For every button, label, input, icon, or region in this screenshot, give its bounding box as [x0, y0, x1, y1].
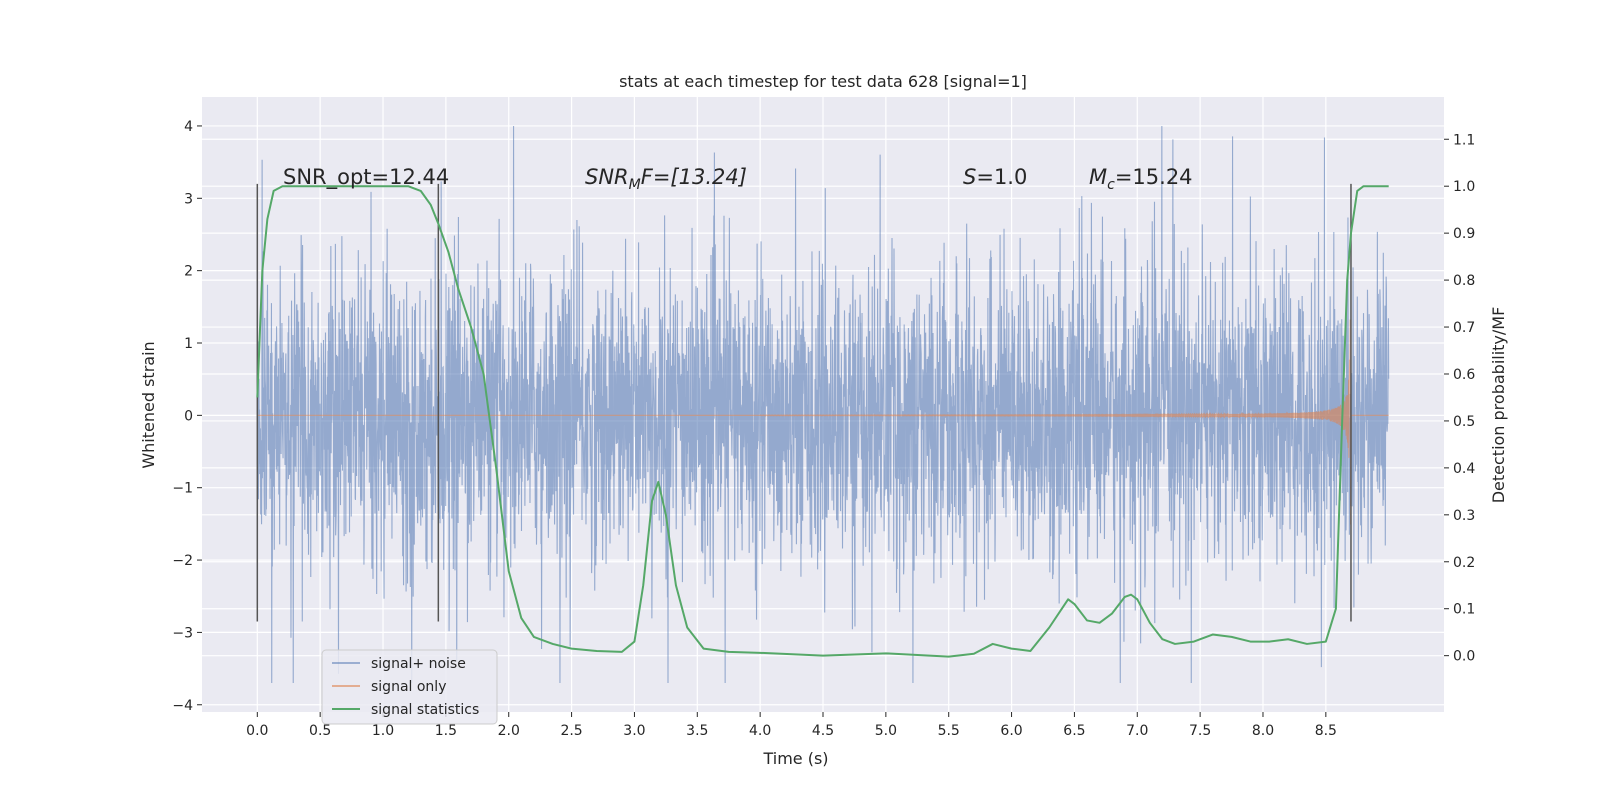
y2-tick-label: 0.5 — [1453, 414, 1475, 430]
x-tick-label: 4.0 — [749, 723, 771, 739]
y-tick-label: −1 — [172, 481, 193, 497]
x-tick-label: 1.0 — [372, 723, 394, 739]
vertical-markers — [256, 183, 1352, 622]
y-tick-label: 2 — [184, 264, 193, 280]
x-tick-label: 6.5 — [1063, 723, 1085, 739]
y-tick-label: 4 — [184, 119, 193, 135]
y2-tick-label: 0.8 — [1453, 273, 1475, 289]
x-tick-label: 5.5 — [938, 723, 960, 739]
legend-label-signal-only: signal only — [371, 679, 446, 695]
legend-box — [321, 649, 498, 725]
x-tick-label: 0.0 — [246, 723, 268, 739]
y-tick-label: 3 — [184, 191, 193, 207]
y-tick-label: −4 — [172, 698, 193, 714]
x-tick-label: 3.5 — [686, 723, 708, 739]
x-tick-label: 6.0 — [1000, 723, 1022, 739]
plot-content — [256, 125, 1390, 684]
y2-tick-label: 0.2 — [1453, 555, 1475, 571]
x-tick-label: 2.0 — [498, 723, 520, 739]
annotation-s-rest: =1.0 — [976, 165, 1027, 189]
chart-title: stats at each timestep for test data 628… — [619, 72, 1027, 91]
annotation-s: S=1.0 — [963, 165, 1027, 189]
x-tick-label: 0.5 — [309, 723, 331, 739]
x-axis-label: Time (s) — [762, 749, 828, 768]
legend: signal+ noise signal only signal statist… — [321, 649, 498, 725]
annotation-mc-rest: =15.24 — [1115, 165, 1193, 189]
y-tick-label: −2 — [172, 553, 193, 569]
noise-line — [256, 125, 1390, 684]
annotation-mc: Mc=15.24 — [1089, 165, 1193, 193]
y-tick-label: −3 — [172, 625, 193, 641]
y2-tick-label: 0.3 — [1453, 508, 1475, 524]
x-tick-label: 7.5 — [1189, 723, 1211, 739]
y2-tick-label: 0.9 — [1453, 226, 1475, 242]
x-tick-label: 2.5 — [560, 723, 582, 739]
annotation-mc-sub: c — [1107, 177, 1115, 193]
x-tick-label: 8.5 — [1315, 723, 1337, 739]
legend-label-signal-noise: signal+ noise — [371, 656, 466, 672]
annotation-s-base: S — [963, 165, 976, 189]
series-signal-noise — [256, 125, 1390, 684]
annotation-snr-mf-sub: M — [629, 177, 641, 193]
x-tick-label: 5.0 — [875, 723, 897, 739]
x-tick-label: 8.0 — [1252, 723, 1274, 739]
annotation-mc-base: M — [1089, 165, 1107, 189]
annotation-snr-mf-base: SNR — [585, 165, 629, 189]
y2-tick-label: 0.7 — [1453, 320, 1475, 336]
y2-tick-label: 1.0 — [1453, 179, 1475, 195]
x-tick-label: 4.5 — [812, 723, 834, 739]
axis-ticks: 0.0 0.5 1.0 1.5 2.0 2.5 3.0 3.5 4.0 4.5 5.0 5.5 6.0 6… — [172, 119, 1475, 739]
x-tick-label: 3.0 — [623, 723, 645, 739]
y2-tick-label: 1.1 — [1453, 132, 1475, 148]
x-tick-label: 7.0 — [1126, 723, 1148, 739]
annotation-snr-opt: SNR_opt=12.44 — [283, 165, 449, 190]
y2-tick-label: 0.6 — [1453, 367, 1475, 383]
y2-tick-label: 0.0 — [1453, 649, 1475, 665]
legend-label-signal-statistics: signal statistics — [371, 702, 479, 718]
y2-tick-label: 0.1 — [1453, 602, 1475, 618]
y2-tick-label: 0.4 — [1453, 461, 1475, 477]
y2-axis-label: Detection probability/MF — [1489, 307, 1508, 504]
y-axis-label: Whitened strain — [139, 341, 158, 468]
statistics-line — [256, 185, 1389, 658]
series-signal-statistics — [256, 185, 1389, 658]
y-tick-label: 1 — [184, 336, 193, 352]
y-tick-label: 0 — [184, 408, 193, 424]
signal-line — [257, 319, 1389, 525]
x-tick-label: 1.5 — [435, 723, 457, 739]
series-signal-only — [257, 319, 1389, 525]
annotation-snr-mf: SNRMF=[13.24] — [585, 165, 747, 193]
annotation-snr-mf-rest: F=[13.24] — [641, 165, 747, 189]
